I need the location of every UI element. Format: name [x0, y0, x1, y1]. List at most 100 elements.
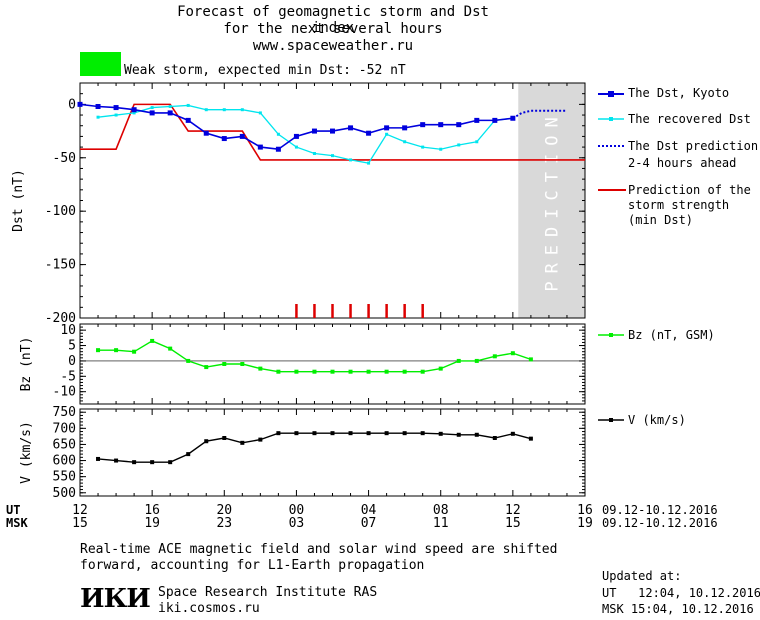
- chart-title-line1: Forecast of geomagnetic storm and Dst in…: [177, 4, 489, 36]
- dst-kyoto-point: [221, 136, 227, 142]
- footer-note-line1: Real-time ACE magnetic field and solar w…: [80, 542, 558, 557]
- v-point: [150, 460, 155, 465]
- bz-point: [312, 369, 317, 374]
- v-point: [114, 458, 119, 463]
- bz-point: [258, 366, 263, 371]
- dst-kyoto-point: [185, 117, 191, 123]
- y-tick-label: -50: [53, 151, 76, 166]
- bz-point: [96, 348, 101, 353]
- v-point: [186, 452, 191, 457]
- legend-storm-strength-1: Prediction of the: [628, 183, 751, 197]
- dst-kyoto-point: [239, 133, 245, 139]
- ut-date-range: 09.12-10.12.2016: [602, 503, 718, 517]
- v-line: [97, 432, 532, 463]
- ut-axis-label: UT: [6, 503, 21, 517]
- msk-date-range: 09.12-10.12.2016: [602, 516, 718, 530]
- dst-kyoto-line: [79, 103, 513, 151]
- dst-kyoto-point: [474, 117, 480, 123]
- ut-tick-label: 20: [216, 503, 232, 518]
- dst-kyoto-point: [330, 128, 335, 134]
- v-point: [168, 460, 173, 465]
- legend: The Dst, Kyoto The recovered Dst The Dst…: [596, 86, 759, 427]
- ut-tick-label: 08: [433, 503, 449, 518]
- storm-status-text: Weak storm, expected min Dst: -52 nT: [124, 63, 406, 78]
- dst-recovered-point: [276, 132, 280, 136]
- v-point: [528, 436, 533, 441]
- legend-dst-prediction-2: 2-4 hours ahead: [628, 156, 737, 170]
- bz-point: [114, 348, 119, 353]
- dst-recovered-point: [367, 161, 371, 165]
- y-tick-label: -100: [45, 204, 76, 219]
- storm-strength-line: [80, 103, 585, 161]
- y-tick-label: -5: [60, 369, 76, 384]
- bz-point: [132, 349, 137, 354]
- dst-kyoto-point: [311, 128, 317, 134]
- dst-kyoto-point: [113, 105, 119, 111]
- dst-kyoto-point: [456, 122, 462, 128]
- y-axis-label: Bz (nT): [19, 337, 34, 392]
- dst-kyoto-point: [203, 130, 209, 136]
- y-tick-label: -200: [45, 311, 76, 326]
- v-point: [420, 431, 425, 436]
- dst-recovered-point: [294, 145, 298, 149]
- y-tick-label: 0: [68, 354, 76, 369]
- iki-logo: ИКИ: [80, 584, 151, 614]
- updated-label: Updated at:: [602, 569, 682, 583]
- y-tick-label: 550: [53, 470, 76, 485]
- msk-tick-label: 15: [72, 516, 88, 531]
- dst-recovered-point: [168, 105, 172, 108]
- org-url[interactable]: iki.cosmos.ru: [158, 601, 260, 616]
- dst-kyoto-point: [348, 125, 354, 131]
- prediction-band: [518, 83, 585, 318]
- y-tick-label: 650: [53, 437, 76, 452]
- dst-kyoto-point: [257, 144, 263, 150]
- bz-point: [330, 369, 335, 374]
- dst-kyoto-point: [293, 133, 299, 139]
- legend-dst-recovered: The recovered Dst: [628, 112, 751, 126]
- bz-point: [150, 338, 155, 343]
- bz-point: [168, 346, 173, 351]
- dst-recovered-point: [186, 103, 190, 107]
- dst-recovered-point: [385, 132, 389, 136]
- y-tick-label: 10: [60, 323, 76, 338]
- v-point: [276, 431, 281, 436]
- msk-tick-label: 23: [216, 516, 232, 531]
- bz-point: [384, 369, 389, 374]
- updated-msk: MSK 15:04, 10.12.2016: [602, 602, 754, 616]
- dst-recovered-point: [403, 140, 407, 144]
- dst-kyoto-point: [167, 110, 173, 116]
- dst-kyoto-point: [131, 107, 137, 113]
- storm-status-swatch: [80, 52, 121, 76]
- v-point: [258, 437, 263, 442]
- dst-kyoto-point: [366, 130, 372, 136]
- legend-dst-prediction-1: The Dst prediction: [628, 139, 759, 153]
- dst-recovered-point: [96, 115, 100, 119]
- legend-swatches: [598, 91, 626, 422]
- dst-recovered-point: [150, 106, 154, 110]
- dst-kyoto-point: [77, 101, 83, 107]
- msk-tick-label: 03: [289, 516, 305, 531]
- v-point: [312, 431, 317, 436]
- panel-frame: [79, 408, 586, 497]
- v-point: [474, 432, 479, 437]
- legend-marker-recovered: [609, 117, 613, 121]
- bz-point: [420, 369, 425, 374]
- y-tick-label: 0: [68, 97, 76, 112]
- v-point: [222, 436, 227, 440]
- v-point: [132, 460, 137, 465]
- v-point: [492, 436, 497, 440]
- y-tick-label: 750: [53, 405, 76, 420]
- ut-tick-label: 12: [72, 503, 88, 518]
- legend-bz: Bz (nT, GSM): [628, 328, 715, 342]
- dst-recovered-point: [475, 140, 479, 144]
- dst-recovered-point: [204, 108, 208, 112]
- bz-point: [348, 369, 353, 374]
- v-point: [330, 431, 335, 436]
- dst-kyoto-point: [149, 110, 155, 116]
- dst-recovered-line: [97, 104, 513, 164]
- footer-note-line2: forward, accounting for L1-Earth propaga…: [80, 558, 425, 573]
- dst-recovered-point: [258, 111, 262, 115]
- legend-storm-strength-2: storm strength: [628, 198, 730, 212]
- bz-point: [474, 358, 479, 363]
